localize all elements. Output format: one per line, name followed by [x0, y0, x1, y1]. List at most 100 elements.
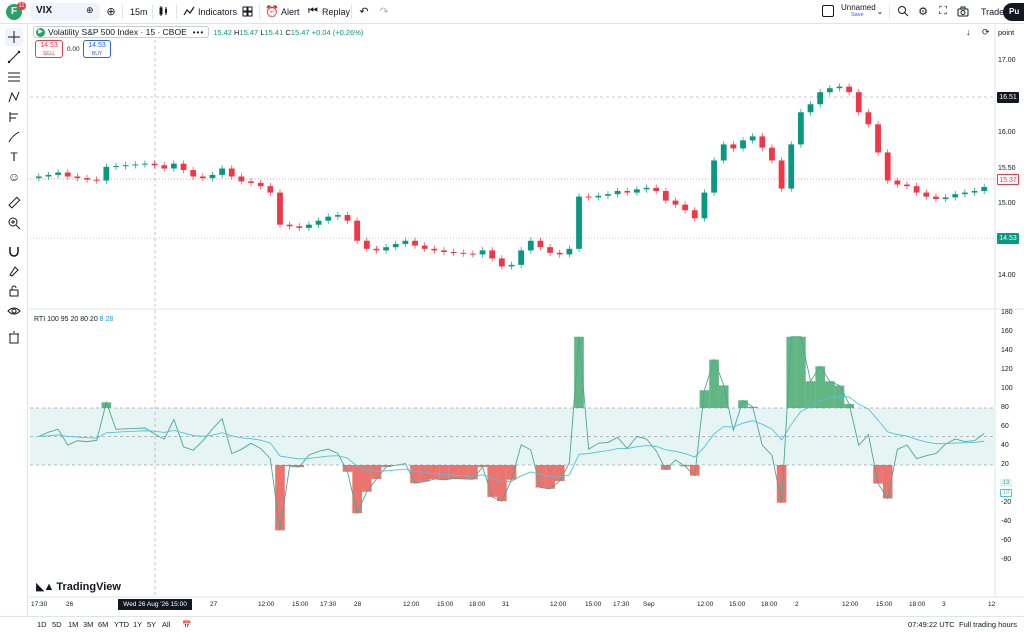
axis-mode-label[interactable]: point: [998, 28, 1015, 37]
indicator-tick: 140: [1001, 347, 1013, 354]
alert-clock-icon[interactable]: ⏰: [265, 5, 279, 18]
time-tick: 17:30: [613, 601, 630, 608]
rti-overbought-fill: [796, 336, 806, 408]
utc-clock[interactable]: 07:49:22 UTC: [908, 620, 955, 629]
chart-type-icon[interactable]: [157, 4, 171, 18]
publish-button[interactable]: Pu: [1003, 3, 1024, 21]
rti-overbought-fill: [718, 385, 729, 408]
candle-body: [35, 176, 42, 179]
range-button-1y[interactable]: 1Y: [133, 620, 143, 629]
interval-button[interactable]: 15m: [130, 7, 148, 17]
tradingview-logo[interactable]: ◣▲ TradingView: [36, 580, 121, 594]
candle-body: [296, 226, 303, 228]
trend-line-icon[interactable]: [5, 48, 23, 66]
trash-icon[interactable]: [5, 328, 23, 346]
indicator-legend[interactable]: RTI 100 95 20 80 20 8 28: [34, 316, 113, 323]
time-tick: Sep: [643, 601, 655, 608]
time-tick: 15:00: [585, 601, 602, 608]
eye-icon[interactable]: [5, 302, 23, 320]
ruler-icon[interactable]: [5, 194, 23, 212]
undo-icon[interactable]: ↶: [359, 5, 369, 18]
candle-body: [846, 86, 853, 93]
more-options-icon[interactable]: •••: [192, 27, 205, 37]
candle-body: [971, 190, 978, 193]
layout-checkbox[interactable]: [822, 5, 834, 17]
session-selector[interactable]: Full trading hours: [959, 620, 1017, 629]
buy-label: BUY: [91, 51, 103, 57]
candle-body: [228, 168, 235, 177]
price-tick: 17.00: [998, 57, 1016, 64]
range-button-1d[interactable]: 1D: [37, 620, 47, 629]
candle-body: [238, 176, 245, 182]
candle-body: [662, 190, 669, 201]
candle-body: [518, 250, 525, 265]
candle-body: [923, 192, 930, 197]
range-button-6m[interactable]: 6M: [98, 620, 109, 629]
lock-drawing-icon[interactable]: [5, 262, 23, 280]
candle-body: [489, 250, 496, 259]
zoom-in-icon[interactable]: [5, 214, 23, 232]
spread-value: 0.00: [67, 46, 80, 53]
range-button-1m[interactable]: 1M: [68, 620, 79, 629]
candle-body: [498, 258, 505, 267]
crosshair-icon[interactable]: [5, 28, 23, 46]
buy-button[interactable]: 14.53 BUY: [83, 40, 111, 58]
rti-overbought-fill: [825, 381, 835, 408]
brush-icon[interactable]: [5, 128, 23, 146]
indicators-icon[interactable]: [182, 4, 196, 18]
symbol-info-icon[interactable]: ⊕: [86, 5, 94, 15]
lock-icon[interactable]: [5, 282, 23, 300]
candle-body: [566, 248, 573, 255]
range-button-5d[interactable]: 5D: [52, 620, 62, 629]
symbol-search[interactable]: VIX ⊕: [30, 3, 100, 20]
settings-gear-icon[interactable]: ⚙: [918, 5, 928, 18]
time-tick: 15:00: [876, 601, 893, 608]
time-tick: 12: [988, 601, 996, 608]
candle-body: [344, 215, 351, 221]
range-button-3m[interactable]: 3M: [83, 620, 94, 629]
series-title-box[interactable]: ▶ Volatility S&P 500 Index · 15 · CBOE •…: [33, 26, 210, 38]
range-button-5y[interactable]: 5Y: [147, 620, 157, 629]
time-tick: 17:30: [31, 601, 48, 608]
redo-icon[interactable]: ↷: [379, 5, 389, 18]
indicator-tick: -80: [1001, 556, 1012, 563]
emoji-icon[interactable]: ☺: [7, 170, 21, 184]
rti-oversold-fill: [361, 465, 372, 492]
forecasting-icon[interactable]: [5, 108, 23, 126]
download-icon[interactable]: ↓: [966, 27, 971, 37]
trade-button[interactable]: Trade: [981, 7, 1005, 17]
refresh-icon[interactable]: ⟳: [982, 27, 990, 37]
rti-overbought-fill: [709, 359, 719, 408]
pattern-icon[interactable]: [5, 88, 23, 106]
quick-search-icon[interactable]: [896, 4, 910, 18]
range-button-ytd[interactable]: YTD: [114, 620, 129, 629]
candle-body: [450, 252, 457, 253]
replay-button[interactable]: Replay: [322, 7, 351, 17]
text-tool-icon[interactable]: T: [10, 150, 18, 164]
time-tick: 15:00: [437, 601, 454, 608]
fib-retracement-icon[interactable]: [5, 68, 23, 86]
chevron-down-icon[interactable]: ⌄: [876, 6, 884, 16]
play-icon[interactable]: ▶: [36, 27, 45, 37]
candle-body: [199, 176, 206, 179]
camera-icon[interactable]: [956, 4, 970, 18]
replay-icon[interactable]: ⏮: [308, 4, 318, 17]
templates-icon[interactable]: [240, 4, 254, 18]
sell-button[interactable]: 14.53 SELL: [35, 40, 63, 58]
fullscreen-icon[interactable]: ⛶: [939, 4, 947, 17]
layout-name[interactable]: Unnamed: [841, 3, 876, 12]
candle-body: [142, 163, 148, 165]
candle-body: [769, 147, 775, 161]
indicator-tick: -40: [1001, 518, 1012, 525]
magnet-icon[interactable]: [5, 242, 23, 260]
time-tick: 12:00: [697, 601, 714, 608]
goto-date-icon[interactable]: 📅: [182, 620, 192, 629]
indicator-signal-tag: 10: [1000, 489, 1012, 497]
low-price-tag: 14.53: [997, 233, 1019, 244]
indicators-button[interactable]: Indicators: [198, 7, 238, 17]
compare-add-icon[interactable]: ⊕: [106, 5, 116, 18]
range-button-all[interactable]: All: [162, 620, 171, 629]
candle-body: [807, 104, 814, 113]
alert-button[interactable]: Alert: [281, 7, 300, 17]
